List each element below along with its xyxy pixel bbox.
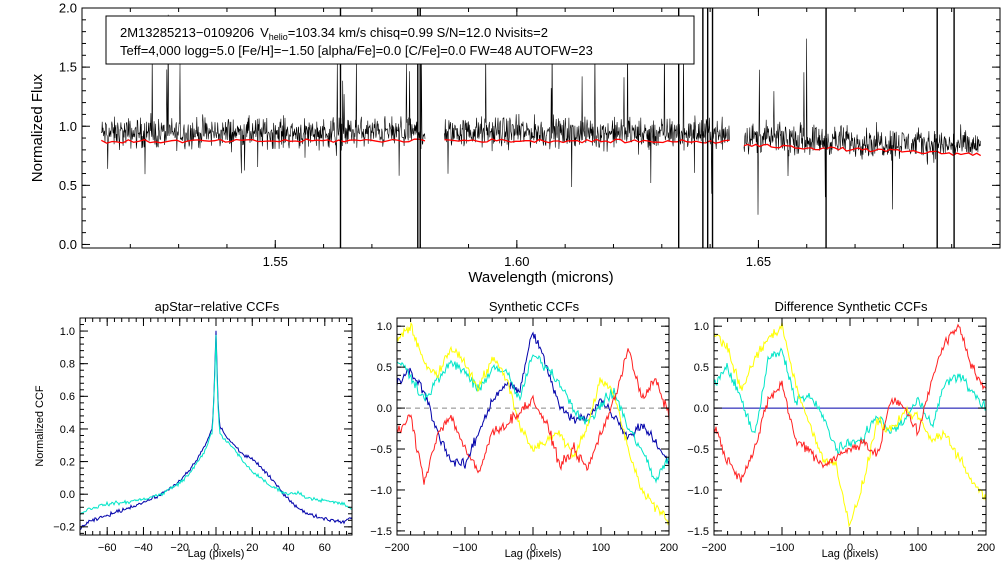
info-box [105, 15, 695, 65]
synthetic-ccf-ytick-label: 0.0 [377, 403, 392, 415]
difference-ccf-panel: Difference Synthetic CCFs −200 −100 0 100 20… [687, 299, 995, 560]
synthetic-ccf-series-line [397, 354, 669, 484]
spectrum-ytick-label: 0.0 [59, 237, 77, 252]
difference-ccf-xtick-label: 100 [909, 542, 927, 554]
apstar-ccf-xtick-label: −20 [170, 542, 189, 554]
apstar-ccf-ytick-label: 1.0 [60, 326, 75, 338]
apstar-ccf-ytick-label: 0.0 [60, 489, 75, 501]
apstar-ccf-series-line [80, 330, 352, 531]
apstar-ccf-ytick-label: 0.6 [60, 391, 75, 403]
spectrum-xtick-label: 1.60 [504, 254, 529, 269]
spectrum-ytick-label: 1.5 [59, 60, 77, 75]
difference-ccf-series-line [714, 323, 986, 483]
difference-ccf-data [714, 322, 986, 528]
spectrum-ytick-label: 1.0 [59, 119, 77, 134]
spectrum-xtick-label: 1.65 [746, 254, 771, 269]
difference-ccf-series-line [714, 322, 986, 528]
info-v-symbol: V [260, 25, 269, 40]
difference-ccf-series-line [714, 347, 986, 456]
apstar-ccf-xtick-label: 60 [319, 542, 331, 554]
synthetic-ccf-series-line [397, 348, 669, 485]
difference-ccf-ticks: −200 −100 0 100 200 −1.5 −1.0 −0.5 0.0 0.5 1.0 [687, 317, 995, 554]
difference-ccf-xtick-label: 0 [847, 542, 853, 554]
apstar-ccf-xtick-label: −60 [98, 542, 117, 554]
apstar-ccf-panel: apStar−relative CCFs −60 −40 −20 0 20 40 60 −0.… [34, 299, 353, 560]
spectrum-xlabel: Wavelength (microns) [468, 269, 613, 286]
synthetic-ccf-xtick-label: −200 [385, 542, 410, 554]
difference-ccf-ytick-label: 0.0 [694, 403, 709, 415]
apstar-ccf-data [80, 330, 352, 531]
info-line-1-rest: =103.34 km/s chisq=0.99 S/N=12.0 Nvisits… [288, 25, 548, 40]
synthetic-ccf-xlabel: Lag (pixels) [505, 548, 562, 560]
spectrum-frame [81, 7, 1001, 249]
apstar-ccf-title: apStar−relative CCFs [155, 299, 280, 314]
synthetic-ccf-series-line [397, 331, 669, 469]
spectrum-ticks: 1.55 1.60 1.65 0.0 0.5 1.0 1.5 2.0 [59, 1, 1001, 269]
apstar-ccf-series-line [80, 334, 352, 516]
synthetic-ccf-ytick-label: 1.0 [377, 321, 392, 333]
synthetic-ccf-xtick-label: 100 [592, 542, 610, 554]
difference-ccf-ytick-label: −1.0 [687, 485, 709, 497]
spectrum-ytick-label: 0.5 [59, 178, 77, 193]
synthetic-ccf-lines [397, 321, 669, 526]
spectrum-ytick-label: 2.0 [59, 1, 77, 16]
apstar-ccf-xtick-label: −40 [134, 542, 153, 554]
apstar-ccf-ytick-label: 0.4 [60, 424, 75, 436]
synthetic-ccf-data [397, 321, 669, 526]
info-line-2: Teff=4,000 logg=5.0 [Fe/H]=−1.50 [alpha/… [120, 43, 593, 58]
model-spectrum-line [444, 138, 730, 144]
apstar-ccf-xtick-label: 0 [213, 542, 219, 554]
model-spectrum-line [100, 138, 426, 144]
synthetic-ccf-panel: Synthetic CCFs −200 −100 0 100 200 −1.5 −1.0 −0… [370, 299, 678, 560]
difference-ccf-ytick-label: −1.5 [687, 526, 709, 538]
difference-ccf-ytick-label: 1.0 [694, 321, 709, 333]
spectrum-lines [100, 8, 982, 248]
apstar-ccf-ytick-label: −0.2 [53, 522, 75, 534]
difference-ccf-lines [714, 322, 986, 528]
synthetic-ccf-ytick-label: −1.5 [370, 526, 392, 538]
synthetic-ccf-xtick-label: 200 [660, 542, 678, 554]
apstar-ccf-lines [80, 330, 352, 531]
info-object: 2M13285213−0109206 [120, 25, 254, 40]
synthetic-ccf-xtick-label: −100 [453, 542, 478, 554]
observed-spectrum-line [101, 14, 426, 176]
synthetic-ccf-xtick-label: 0 [530, 542, 536, 554]
synthetic-ccf-series-line [397, 321, 669, 526]
apstar-ccf-ytick-label: 0.8 [60, 359, 75, 371]
synthetic-ccf-title: Synthetic CCFs [489, 299, 580, 314]
difference-ccf-ytick-label: 0.5 [694, 362, 709, 374]
apstar-ccf-xtick-label: 40 [282, 542, 294, 554]
info-line-1: 2M13285213−0109206 Vhelio=103.34 km/s chi… [120, 25, 548, 42]
spectrum-ylabel: Normalized Flux [29, 73, 46, 182]
apstar-ccf-xtick-label: 20 [246, 542, 258, 554]
difference-ccf-xtick-label: −200 [702, 542, 727, 554]
spectrum-xtick-label: 1.55 [263, 254, 288, 269]
info-v-subscript: helio [269, 32, 288, 42]
synthetic-ccf-ytick-label: −0.5 [370, 444, 392, 456]
difference-ccf-xtick-label: 200 [977, 542, 995, 554]
spectrum-panel: 1.55 1.60 1.65 0.0 0.5 1.0 1.5 2.0 Wavelength (… [29, 1, 1001, 286]
apstar-ccf-ylabel: Normalized CCF [34, 385, 46, 467]
synthetic-ccf-ytick-label: 0.5 [377, 362, 392, 374]
difference-ccf-ytick-label: −0.5 [687, 444, 709, 456]
difference-ccf-xtick-label: −100 [770, 542, 795, 554]
synthetic-ccf-ticks: −200 −100 0 100 200 −1.5 −1.0 −0.5 0.0 0.5 1.0 [370, 317, 678, 554]
model-spectrum-line [743, 143, 982, 157]
spectrum-data [100, 8, 982, 248]
synthetic-ccf-ytick-label: −1.0 [370, 485, 392, 497]
difference-ccf-xlabel: Lag (pixels) [822, 548, 879, 560]
apstar-ccf-ytick-label: 0.2 [60, 456, 75, 468]
difference-ccf-title: Difference Synthetic CCFs [775, 299, 928, 314]
apstar-ccf-ticks: −60 −40 −20 0 20 40 60 −0.2 0.0 0.2 0.4 0.6 0.8 1.0 [53, 317, 352, 554]
apstar-ccf-xlabel: Lag (pixels) [188, 548, 245, 560]
